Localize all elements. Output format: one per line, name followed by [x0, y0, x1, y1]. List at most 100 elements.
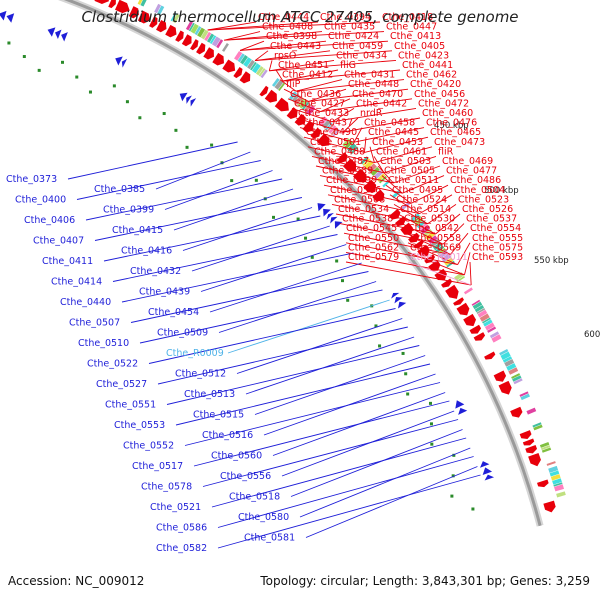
gene-label[interactable]: Cthe_0489 — [322, 166, 373, 177]
gene-label[interactable]: Cthe_0512 — [175, 369, 226, 380]
gene-label[interactable]: Cthe_0385 — [94, 184, 145, 195]
gene-label[interactable]: Cthe_0580 — [238, 512, 289, 523]
gene-label[interactable]: Cthe_0407 — [33, 236, 84, 247]
gene-label[interactable]: Cthe_0444 — [258, 12, 309, 23]
gene-label[interactable]: Cthe_0527 — [96, 379, 147, 390]
gene-label[interactable]: Cthe_0416 — [121, 246, 172, 257]
gene-label[interactable]: Cthe_0537 — [466, 214, 517, 225]
gene-label[interactable]: Cthe_0515 — [193, 410, 244, 421]
gene-label[interactable]: Cthe_0514 — [400, 204, 451, 215]
gene-label[interactable]: Cthe_0518 — [229, 492, 280, 503]
gene-label[interactable]: Cthe_0394 — [320, 12, 371, 23]
gene-label[interactable]: Cthe_0434 — [336, 50, 387, 61]
gene-label[interactable]: Cthe_0424 — [328, 31, 379, 42]
gene-label[interactable]: Cthe_0431 — [344, 70, 395, 81]
gene-label[interactable]: Cthe_0506 — [330, 185, 381, 196]
gene-label[interactable]: Cthe_0412 — [282, 70, 333, 81]
gene-label[interactable]: Cthe_0440 — [60, 297, 111, 308]
gene-label[interactable]: Cthe_R0011 — [410, 252, 468, 263]
gene-label[interactable]: Cthe_0436 — [290, 89, 341, 100]
gene-label[interactable]: Cthe_0556 — [220, 471, 271, 482]
gene-label[interactable]: Cthe_0411 — [42, 256, 93, 267]
gene-label[interactable]: Cthe_0437 — [302, 118, 353, 129]
gene-label[interactable]: fliR — [438, 146, 454, 157]
gene-label[interactable]: Cthe_0569 — [410, 242, 461, 253]
gene-label[interactable]: Cthe_0578 — [141, 482, 192, 493]
gene-label[interactable]: Cthe_0501 — [310, 137, 361, 148]
gene-label[interactable]: Cthe_0405 — [394, 41, 445, 52]
gene-label[interactable]: Cthe_0448 — [348, 79, 399, 90]
gene-label[interactable]: Cthe_0439 — [139, 287, 190, 298]
gene-label[interactable]: Cthe_0524 — [396, 194, 447, 205]
gene-label[interactable]: Cthe_0465 — [430, 127, 481, 138]
gene-label[interactable]: Cthe_0462 — [406, 70, 457, 81]
gene-label[interactable]: Cthe_0442 — [356, 98, 407, 109]
gene-label[interactable]: Cthe_0406 — [24, 215, 75, 226]
gene-label[interactable]: Cthe_0562 — [348, 242, 399, 253]
gene-label[interactable]: Cthe_0435 — [324, 22, 375, 33]
gene-label[interactable]: Cthe_0454 — [148, 307, 199, 318]
gene-label[interactable]: Cthe_0476 — [426, 118, 477, 129]
gene-label[interactable]: Cthe_0420 — [410, 79, 461, 90]
gene-label[interactable]: Cthe_0441 — [402, 60, 453, 71]
gene-label[interactable]: Cthe_0477 — [446, 166, 497, 177]
gene-label[interactable]: Cthe_0473 — [434, 137, 485, 148]
gene-label[interactable]: Cthe_0534 — [338, 204, 389, 215]
gene-label[interactable]: Cthe_0414 — [51, 277, 102, 288]
gene-label[interactable]: Cthe_0470 — [352, 89, 403, 100]
gene-label[interactable]: Cthe_0447 — [386, 22, 437, 33]
gene-label[interactable]: Cthe_0460 — [422, 108, 473, 119]
gene-label[interactable]: Cthe_0555 — [472, 233, 523, 244]
gene-label[interactable]: Cthe_0538 — [342, 214, 393, 225]
gene-label[interactable]: Cthe_0575 — [472, 242, 523, 253]
gene-label[interactable]: Cthe_0413 — [390, 31, 441, 42]
gene-label[interactable]: Cthe_0508 — [334, 194, 385, 205]
gene-label[interactable]: Cthe_0526 — [462, 204, 513, 215]
gene-label[interactable]: Cthe_0558 — [410, 233, 461, 244]
gene-label[interactable]: Cthe_0398 — [266, 31, 317, 42]
gene-label[interactable]: Cthe_0408 — [262, 22, 313, 33]
gene-label[interactable]: Cthe_0486 — [450, 175, 501, 186]
gene-label[interactable]: Cthe_R0009 — [166, 348, 224, 359]
gene-label[interactable]: Cthe_0433 — [298, 108, 349, 119]
gene-label[interactable]: Cthe_0560 — [211, 451, 262, 462]
gene-label[interactable]: Cthe_0582 — [156, 543, 207, 554]
gene-label[interactable]: Cthe_0487 — [318, 156, 369, 167]
gene-label[interactable]: Cthe_0443 — [270, 41, 321, 52]
gene-label[interactable]: Cthe_0418 — [382, 12, 433, 23]
gene-label[interactable]: Cthe_0545 — [346, 223, 397, 234]
gene-label[interactable]: Cthe_0453 — [372, 137, 423, 148]
gene-label[interactable]: nrdR — [360, 108, 383, 119]
gene-label[interactable]: Cthe_0505 — [384, 166, 435, 177]
gene-label[interactable]: Cthe_0522 — [87, 359, 138, 370]
gene-label[interactable]: Cthe_0513 — [184, 389, 235, 400]
gene-label[interactable]: Cthe_0553 — [114, 420, 165, 431]
gene-label[interactable]: Cthe_0432 — [130, 266, 181, 277]
gene-label[interactable]: Cthe_0511 — [388, 175, 439, 186]
gene-label[interactable]: Cthe_0400 — [15, 195, 66, 206]
gene-label[interactable]: Cthe_0458 — [364, 118, 415, 129]
gene-label[interactable]: Cthe_0459 — [332, 41, 383, 52]
gene-label[interactable]: Cthe_0554 — [470, 223, 521, 234]
gene-label[interactable]: Cthe_0507 — [69, 318, 120, 329]
gene-label[interactable]: Cthe_0542 — [408, 223, 459, 234]
gene-label[interactable]: rpsO — [274, 50, 296, 61]
gene-label[interactable]: Cthe_0579 — [348, 252, 399, 263]
gene-label[interactable]: Cthe_0469 — [442, 156, 493, 167]
gene-label[interactable]: Cthe_0581 — [244, 533, 295, 544]
gene-label[interactable]: Cthe_0523 — [458, 194, 509, 205]
gene-label[interactable]: Cthe_0530 — [404, 214, 455, 225]
gene-label[interactable]: Cthe_0490 — [306, 127, 357, 138]
gene-label[interactable]: Cthe_0427 — [294, 98, 345, 109]
gene-label[interactable]: Cthe_0373 — [6, 174, 57, 185]
gene-label[interactable]: Cthe_0551 — [105, 400, 156, 411]
gene-label[interactable]: Cthe_0586 — [156, 523, 207, 534]
gene-label[interactable]: Cthe_0495 — [392, 185, 443, 196]
gene-label[interactable]: Cthe_0509 — [157, 328, 208, 339]
gene-label[interactable]: Cthe_0451 — [278, 60, 329, 71]
gene-label[interactable]: Cthe_0445 — [368, 127, 419, 138]
gene-label[interactable]: Cthe_0488 — [314, 146, 365, 157]
gene-label[interactable]: fliG — [340, 60, 356, 71]
gene-label[interactable]: Cthe_0552 — [123, 441, 174, 452]
gene-label[interactable]: Cthe_0472 — [418, 98, 469, 109]
